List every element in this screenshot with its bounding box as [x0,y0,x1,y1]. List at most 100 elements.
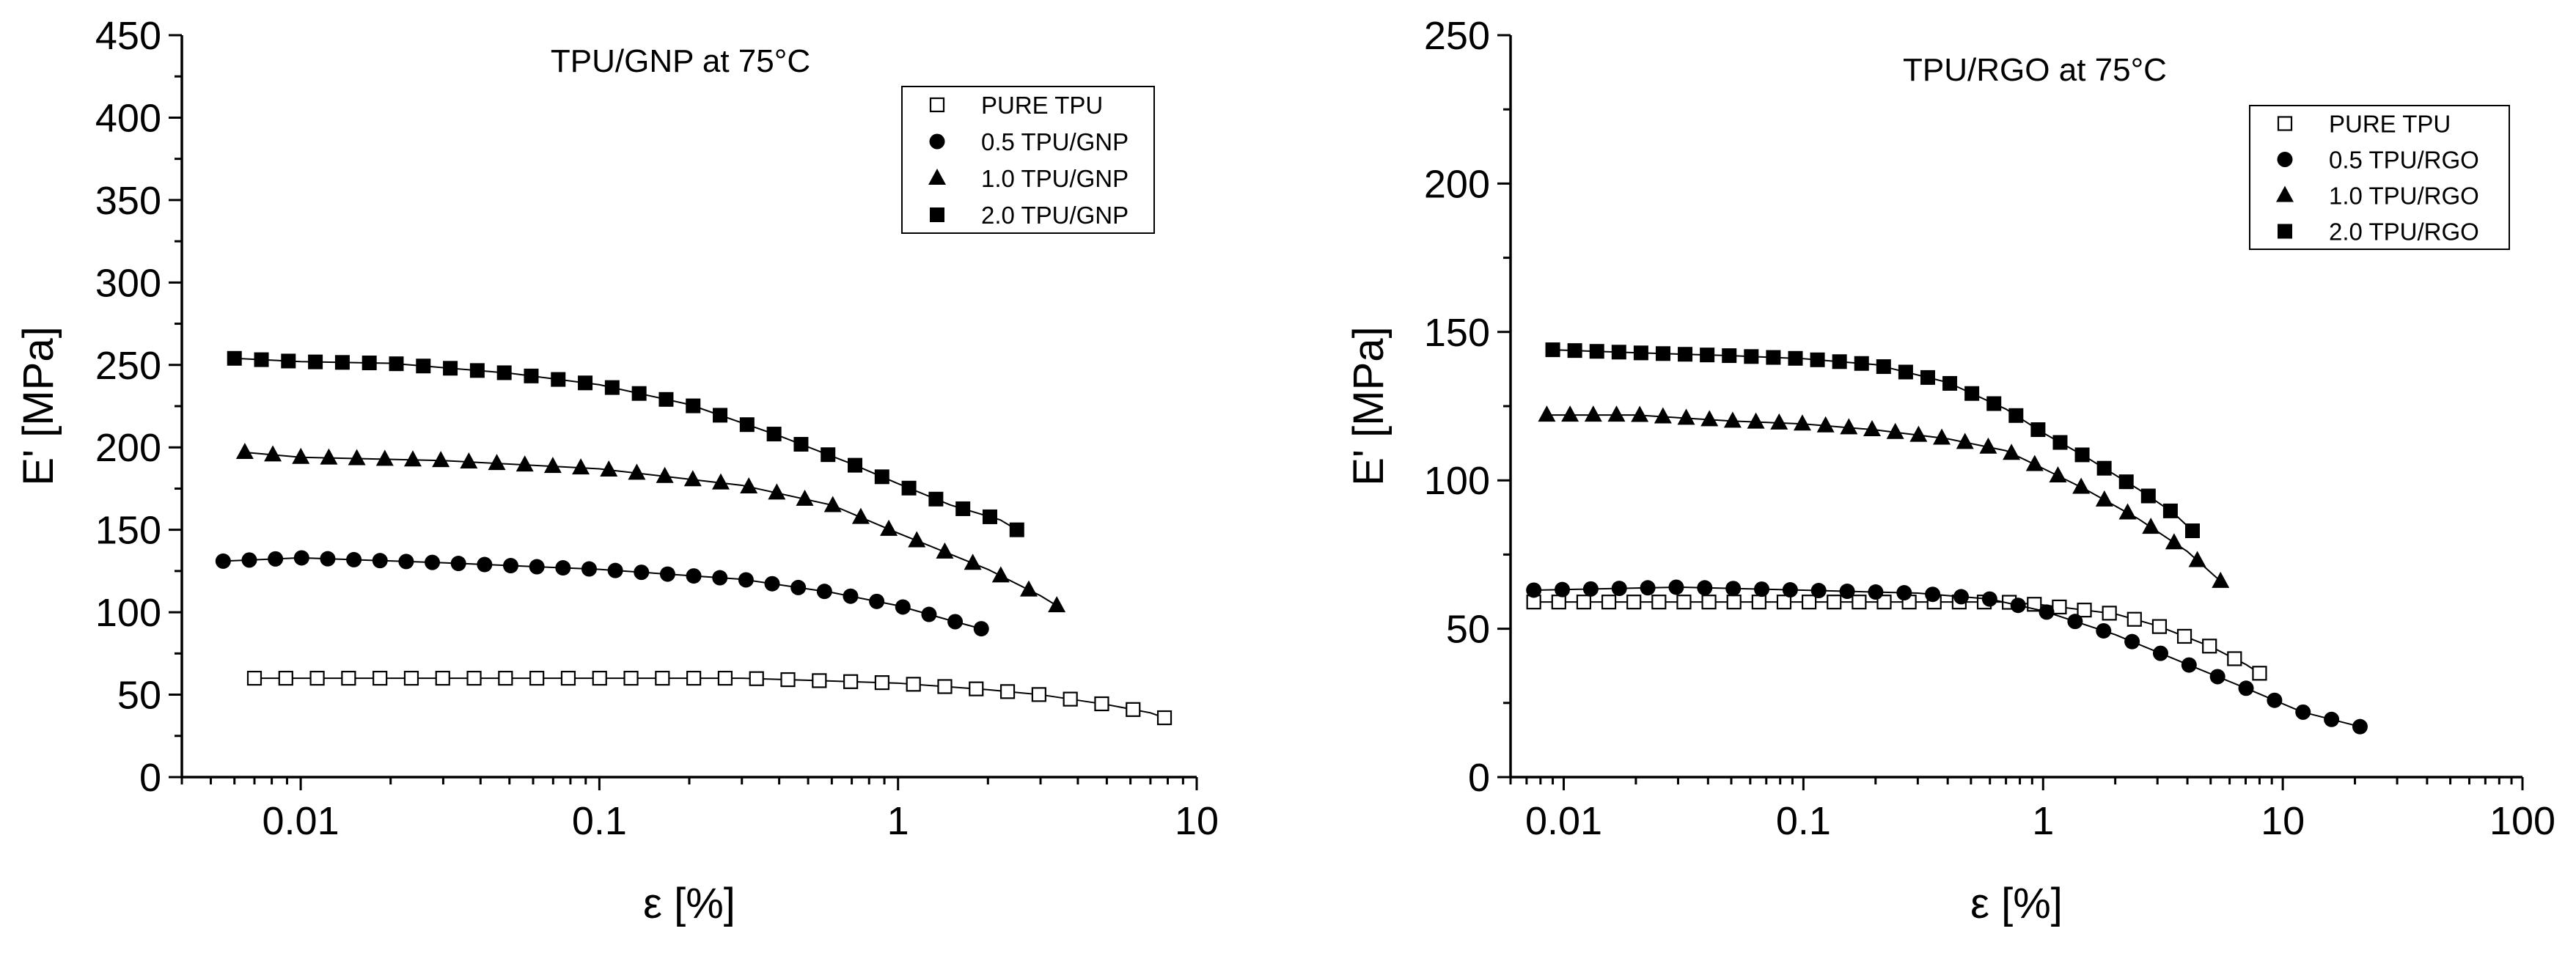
data-point [2184,523,2200,539]
data-point [1979,437,1997,454]
data-point [1770,413,1788,430]
y-tick-label: 350 [95,179,161,223]
data-point [2118,503,2137,520]
data-point [1678,347,1693,362]
series-line [1533,601,2260,674]
data-point [496,365,512,380]
data-point [529,670,545,686]
data-point [1156,710,1173,726]
legend-marker [930,207,944,222]
data-point [346,551,362,567]
data-point [1677,408,1695,425]
data-point [1576,595,1592,610]
data-point [1854,356,1869,371]
data-point [1766,350,1781,365]
data-point [1545,342,1560,358]
data-point [991,566,1010,583]
data-point [2095,490,2113,507]
legend-label: 1.0 TPU/RGO [2329,183,2479,210]
data-point [604,380,620,395]
data-point [450,556,466,572]
legend-label: 0.5 TPU/GNP [981,128,1129,155]
data-point [460,452,478,469]
data-point [1567,343,1582,358]
data-point [375,449,394,466]
data-point [515,455,534,472]
data-point [1601,595,1617,610]
data-point [1126,702,1141,717]
data-point [843,588,859,604]
data-point [1981,591,1997,607]
x-tick-label: 10 [1175,799,1219,843]
y-tick-label: 300 [95,261,161,305]
data-point [443,361,458,376]
chart-title: TPU/RGO at 75°C [1903,52,2167,88]
data-point [2067,614,2083,630]
y-axis-label: E' [MPa] [15,326,62,485]
data-point [432,451,450,468]
data-point [2039,604,2055,620]
y-tick-label: 0 [139,756,161,800]
data-point [398,554,414,570]
x-tick-label: 0.1 [572,799,627,843]
series-line [234,357,1018,531]
x-tick-label: 1 [887,799,909,843]
chart-tpu-gnp: 0 50 100 150 200 250 300 350 400 450 0.01 0.1 1 10 ε [… [15,14,1219,927]
data-point [631,386,647,401]
data-point [1876,359,1891,375]
data-point [477,556,493,573]
data-point [921,606,937,622]
data-point [1561,405,1579,422]
data-point [851,507,870,524]
data-point [529,559,545,575]
data-point [2118,474,2134,490]
data-point [848,457,863,473]
data-point [749,671,764,686]
legend-label: 2.0 TPU/GNP [981,202,1129,229]
data-point [2152,645,2168,661]
data-point [780,672,796,688]
data-point [373,670,388,686]
data-point [999,684,1016,699]
legend-label: 0.5 TPU/RGO [2329,147,2479,174]
data-point [1031,687,1046,702]
data-point [403,670,419,686]
data-point [2049,466,2067,482]
data-point [254,352,269,367]
x-axis-label: ε [%] [1970,880,2063,927]
data-point [2202,639,2217,654]
data-point [686,398,701,413]
x-tick-label: 0.1 [1776,799,1831,843]
data-point [908,531,926,548]
series-line [1552,349,2193,532]
y-tick-label: 150 [1424,311,1490,355]
series-line [223,556,982,630]
data-point [2188,551,2206,567]
data-point [1898,364,1913,380]
data-point [2124,633,2140,650]
legend-label: PURE TPU [981,92,1103,119]
data-point [362,355,377,370]
data-point [790,579,807,595]
data-point [955,501,971,516]
data-point [658,391,674,407]
data-point [581,561,597,577]
y-tick-label: 200 [1424,162,1490,206]
data-point [1722,348,1737,364]
data-point [1640,580,1656,596]
data-point [2142,518,2160,534]
legend-marker [2277,152,2293,167]
data-point [739,417,755,433]
data-point [2267,692,2283,708]
x-tick-label: 0.01 [263,799,340,843]
data-point [1633,345,1648,361]
data-point [812,673,827,688]
data-point [659,566,675,582]
data-point [1747,412,1765,429]
data-point [656,466,674,483]
legend: PURE TPU 0.5 TPU/RGO 1.0 TPU/RGO 2.0 TPU/RG… [2249,105,2510,250]
data-point [843,674,859,689]
data-point [469,363,485,378]
chart-title: TPU/GNP at 75°C [551,43,810,79]
legend: PURE TPU 0.5 TPU/GNP 1.0 TPU/GNP 2.0 TPU/GN… [901,86,1155,234]
